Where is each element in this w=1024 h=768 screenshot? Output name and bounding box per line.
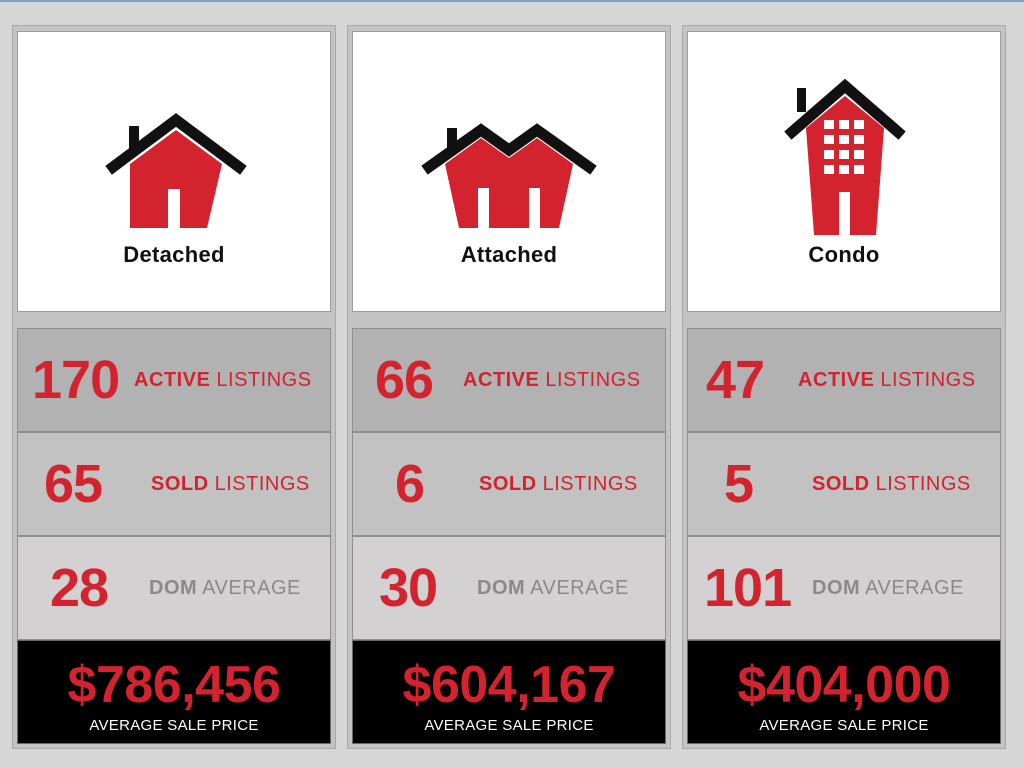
column-detached: Detached 170 ACTIVE LISTINGS 65 SOLD LIS… xyxy=(12,25,336,749)
top-border xyxy=(0,0,1024,2)
dom-average-label: DOM AVERAGE xyxy=(812,577,964,599)
average-sale-price-label: AVERAGE SALE PRICE xyxy=(424,717,594,734)
attached-house-icon xyxy=(421,123,597,229)
property-type-card: Attached xyxy=(352,31,666,312)
active-listings-label: ACTIVE LISTINGS xyxy=(798,369,976,391)
dom-average-value: 101 xyxy=(704,558,792,618)
active-listings-count: 66 xyxy=(375,350,434,410)
property-type-card: Detached xyxy=(17,31,331,312)
average-sale-price-box: $404,000 AVERAGE SALE PRICE xyxy=(687,640,1001,744)
condo-building-icon xyxy=(784,78,906,236)
sold-listings-label: SOLD LISTINGS xyxy=(479,473,638,495)
average-sale-price-box: $604,167 AVERAGE SALE PRICE xyxy=(352,640,666,744)
dom-average-row: 28 DOM AVERAGE xyxy=(17,536,331,640)
dom-average-label: DOM AVERAGE xyxy=(477,577,629,599)
active-listings-row: 47 ACTIVE LISTINGS xyxy=(687,328,1001,432)
column-condo: Condo 47 ACTIVE LISTINGS 5 SOLD LISTINGS… xyxy=(682,25,1006,749)
detached-house-icon xyxy=(105,113,247,229)
property-type-label: Condo xyxy=(808,242,880,267)
average-sale-price-value: $786,456 xyxy=(67,656,281,714)
average-sale-price-box: $786,456 AVERAGE SALE PRICE xyxy=(17,640,331,744)
active-listings-row: 170 ACTIVE LISTINGS xyxy=(17,328,331,432)
property-type-label: Attached xyxy=(460,242,558,267)
active-listings-label: ACTIVE LISTINGS xyxy=(463,369,641,391)
property-type-card: Condo xyxy=(687,31,1001,312)
sold-listings-label: SOLD LISTINGS xyxy=(812,473,971,495)
average-sale-price-value: $604,167 xyxy=(402,656,616,714)
column-attached: Attached 66 ACTIVE LISTINGS 6 SOLD LISTI… xyxy=(347,25,671,749)
sold-listings-count: 5 xyxy=(724,454,754,514)
sold-listings-count: 65 xyxy=(44,454,103,514)
dom-average-value: 30 xyxy=(379,558,438,618)
average-sale-price-value: $404,000 xyxy=(737,656,951,714)
property-type-label: Detached xyxy=(123,242,225,267)
sold-listings-label: SOLD LISTINGS xyxy=(151,473,310,495)
average-sale-price-label: AVERAGE SALE PRICE xyxy=(89,717,259,734)
active-listings-count: 47 xyxy=(706,350,765,410)
dom-average-row: 101 DOM AVERAGE xyxy=(687,536,1001,640)
active-listings-row: 66 ACTIVE LISTINGS xyxy=(352,328,666,432)
active-listings-count: 170 xyxy=(32,350,120,410)
active-listings-label: ACTIVE LISTINGS xyxy=(134,369,312,391)
sold-listings-row: 65 SOLD LISTINGS xyxy=(17,432,331,536)
sold-listings-row: 5 SOLD LISTINGS xyxy=(687,432,1001,536)
dom-average-value: 28 xyxy=(50,558,109,618)
sold-listings-count: 6 xyxy=(395,454,425,514)
dom-average-row: 30 DOM AVERAGE xyxy=(352,536,666,640)
dom-average-label: DOM AVERAGE xyxy=(149,577,301,599)
average-sale-price-label: AVERAGE SALE PRICE xyxy=(759,717,929,734)
sold-listings-row: 6 SOLD LISTINGS xyxy=(352,432,666,536)
